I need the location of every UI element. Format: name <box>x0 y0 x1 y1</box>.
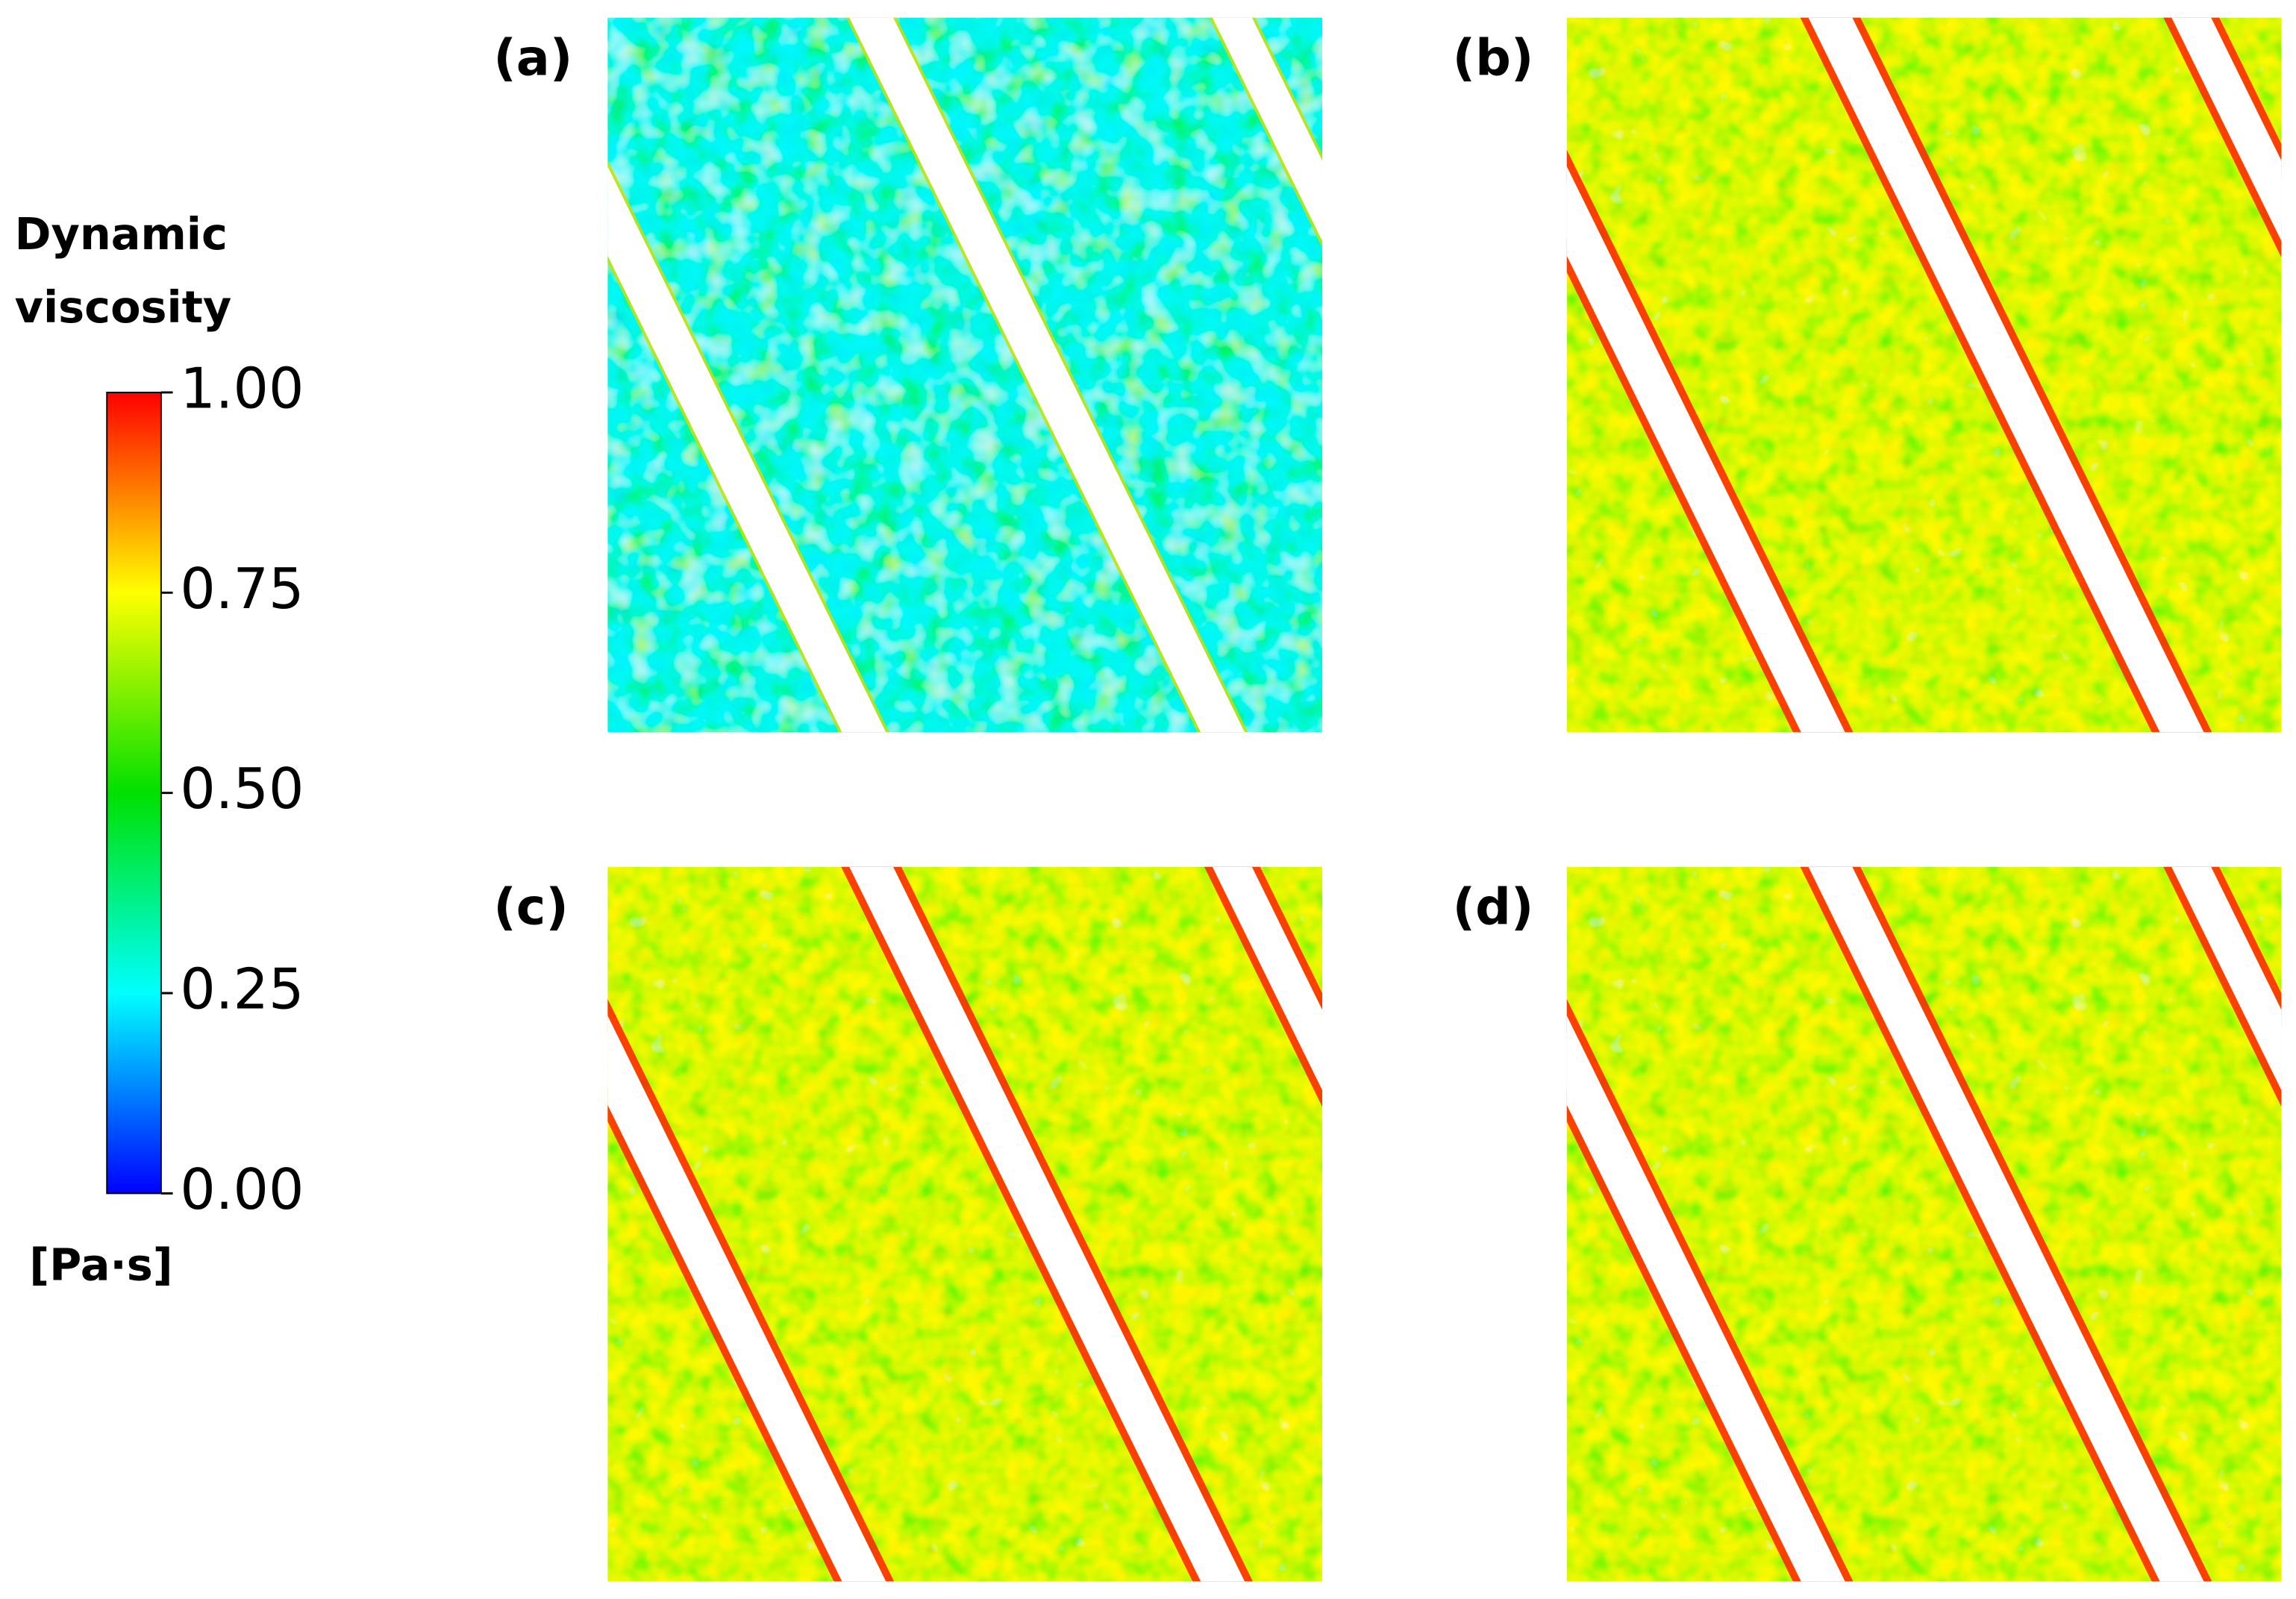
panel-label: (c) <box>493 878 569 936</box>
contour-panel <box>1566 866 2282 1582</box>
colorbar-unit: [Pa·s] <box>29 1239 172 1291</box>
gap <box>1808 17 2204 733</box>
contour-panel <box>1566 17 2282 733</box>
gap <box>849 17 1245 733</box>
panel-label: (d) <box>1453 878 1534 936</box>
gap <box>1808 866 2204 1582</box>
gap <box>1212 17 1323 241</box>
contour-panel <box>607 17 1323 733</box>
tick-label: 1.00 <box>180 356 304 421</box>
colorbar-title: viscosity <box>15 281 232 333</box>
colorbar-title: Dynamic <box>15 208 228 260</box>
gap <box>2171 17 2282 241</box>
gap <box>849 866 1245 1582</box>
tick-label: 0.50 <box>180 757 304 822</box>
panel-label: (a) <box>493 29 572 87</box>
tick-label: 0.75 <box>180 557 304 622</box>
gap <box>1212 866 1323 1091</box>
gap <box>2171 866 2282 1091</box>
tick-label: 0.00 <box>180 1157 304 1222</box>
tick-label: 0.25 <box>180 957 304 1022</box>
panel-label: (b) <box>1453 29 1534 87</box>
colorbar <box>106 391 162 1195</box>
contour-panel <box>607 866 1323 1582</box>
